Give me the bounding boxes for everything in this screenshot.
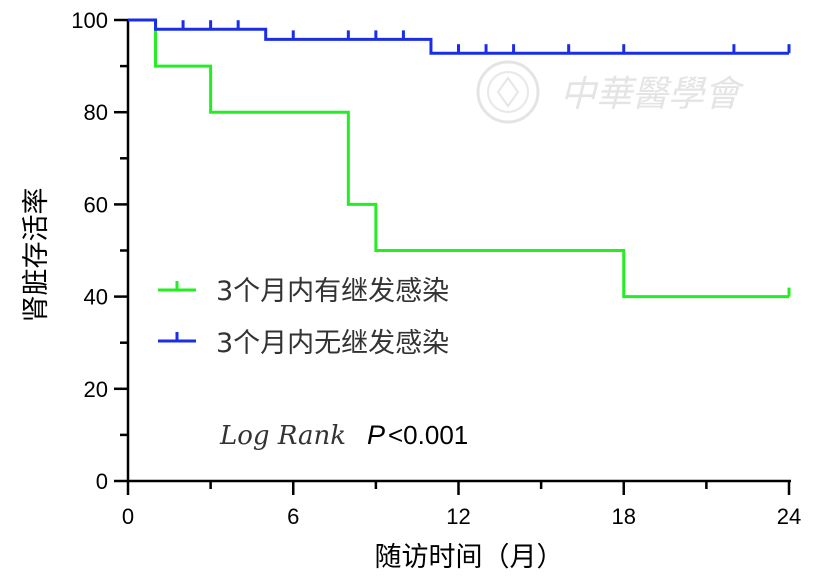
series-layer [128, 18, 791, 299]
y-tick-label: 0 [96, 469, 108, 494]
x-tick-label: 0 [122, 504, 134, 529]
y-tick-label: 100 [71, 8, 108, 33]
x-tick-label: 24 [777, 504, 801, 529]
legend-label-0: 3个月内有继发感染 [216, 276, 449, 307]
annotation-p-symbol: P [367, 420, 385, 450]
annotation-method: Log Rank [219, 421, 346, 451]
watermark-seal-icon [476, 60, 540, 124]
watermark-text: 中華醫學會 [560, 74, 745, 115]
y-ticks: 0 20 40 60 80 100 [71, 8, 128, 494]
series-1-line [128, 18, 789, 55]
y-tick-label: 20 [84, 377, 108, 402]
y-tick-label: 40 [84, 285, 108, 310]
legend-item-0: 3个月内有继发感染 [158, 276, 449, 307]
series-1 [128, 18, 791, 55]
annotation-p-value: <0.001 [388, 420, 468, 450]
y-axis-title: 肾脏存活率 [21, 188, 52, 323]
axes: 0 6 12 18 24 0 20 40 60 80 100 [71, 8, 801, 529]
x-tick-label: 6 [287, 504, 299, 529]
legend: 3个月内有继发感染 3个月内无继发感染 [158, 276, 449, 359]
annotation: Log Rank P <0.001 [219, 420, 468, 451]
x-ticks: 0 6 12 18 24 [122, 481, 801, 529]
watermark: 中華醫學會 [476, 60, 745, 124]
legend-item-1: 3个月内无继发感染 [158, 328, 449, 359]
y-tick-label: 80 [84, 100, 108, 125]
x-tick-label: 12 [446, 504, 470, 529]
x-axis-title: 随访时间（月） [375, 542, 564, 573]
series-0 [128, 18, 791, 299]
x-tick-label: 18 [612, 504, 636, 529]
y-tick-label: 60 [84, 192, 108, 217]
series-0-line [128, 18, 789, 299]
legend-label-1: 3个月内无继发感染 [216, 328, 449, 359]
